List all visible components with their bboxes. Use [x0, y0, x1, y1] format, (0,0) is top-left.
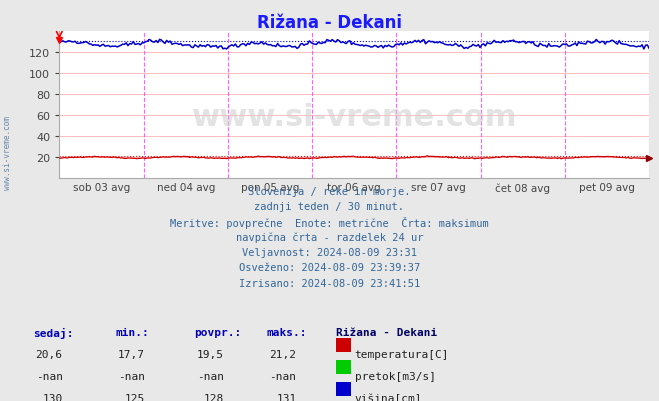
Text: 130: 130: [42, 393, 63, 401]
Text: 19,5: 19,5: [197, 349, 224, 359]
Text: -nan: -nan: [197, 371, 224, 381]
Text: Slovenija / reke in morje.: Slovenija / reke in morje.: [248, 186, 411, 196]
Text: 125: 125: [125, 393, 145, 401]
Text: 128: 128: [204, 393, 224, 401]
Text: sedaj:: sedaj:: [33, 327, 73, 338]
Text: 131: 131: [276, 393, 297, 401]
Text: 20,6: 20,6: [36, 349, 63, 359]
Text: maks.:: maks.:: [267, 327, 307, 337]
Text: Rižana - Dekani: Rižana - Dekani: [336, 327, 438, 337]
Text: 17,7: 17,7: [118, 349, 145, 359]
Text: Meritve: povprečne  Enote: metrične  Črta: maksimum: Meritve: povprečne Enote: metrične Črta:…: [170, 217, 489, 229]
Text: -nan: -nan: [36, 371, 63, 381]
Text: Rižana - Dekani: Rižana - Dekani: [257, 14, 402, 32]
Text: Osveženo: 2024-08-09 23:39:37: Osveženo: 2024-08-09 23:39:37: [239, 263, 420, 273]
Text: Izrisano: 2024-08-09 23:41:51: Izrisano: 2024-08-09 23:41:51: [239, 278, 420, 288]
Text: min.:: min.:: [115, 327, 149, 337]
Text: povpr.:: povpr.:: [194, 327, 242, 337]
Text: temperatura[C]: temperatura[C]: [355, 349, 449, 359]
Text: navpična črta - razdelek 24 ur: navpična črta - razdelek 24 ur: [236, 232, 423, 243]
Text: zadnji teden / 30 minut.: zadnji teden / 30 minut.: [254, 202, 405, 212]
Text: -nan: -nan: [270, 371, 297, 381]
Text: pretok[m3/s]: pretok[m3/s]: [355, 371, 436, 381]
Text: višina[cm]: višina[cm]: [355, 393, 422, 401]
Text: -nan: -nan: [118, 371, 145, 381]
Text: Veljavnost: 2024-08-09 23:31: Veljavnost: 2024-08-09 23:31: [242, 247, 417, 257]
Text: 21,2: 21,2: [270, 349, 297, 359]
Text: www.si-vreme.com: www.si-vreme.com: [192, 103, 517, 132]
Text: www.si-vreme.com: www.si-vreme.com: [3, 115, 13, 189]
